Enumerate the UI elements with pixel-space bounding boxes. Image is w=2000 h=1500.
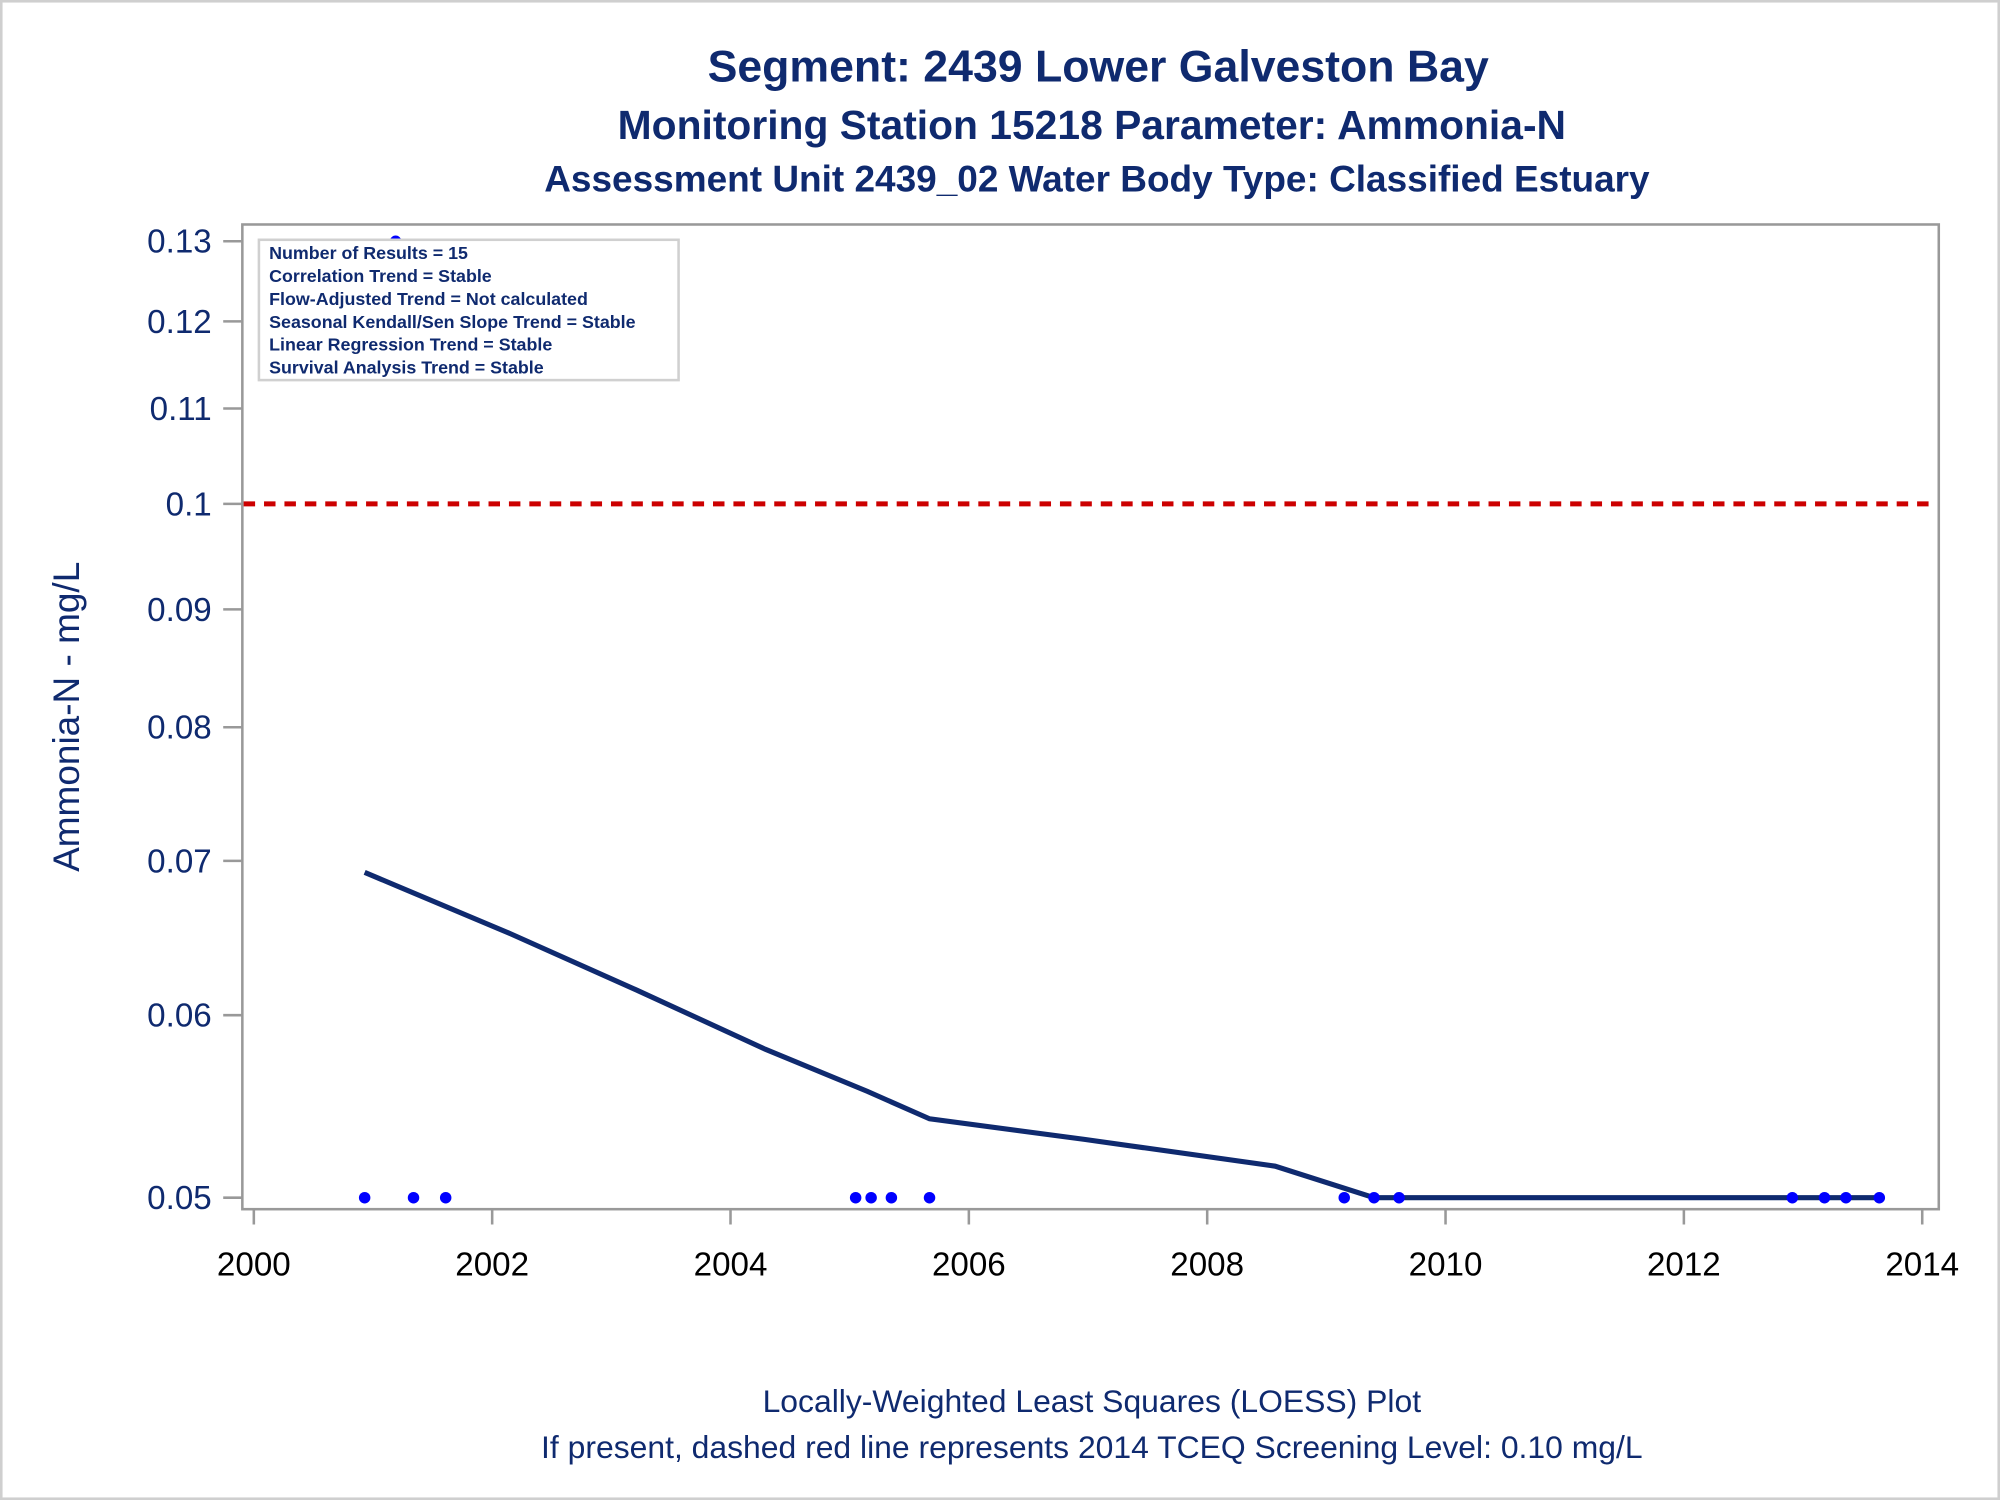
y-tick-label: 0.09 [147,592,212,629]
y-tick-label: 0.12 [147,304,212,341]
data-point [885,1191,898,1204]
data-point [849,1191,862,1204]
stats-line: Seasonal Kendall/Sen Slope Trend = Stabl… [269,312,635,332]
x-tick-label: 2002 [455,1247,529,1284]
x-tick-label: 2006 [932,1247,1006,1284]
x-tick-label: 2012 [1647,1247,1721,1284]
chart-subtitle-2: Assessment Unit 2439_02 Water Body Type:… [544,158,1650,199]
data-point [439,1191,452,1204]
footnote-1: Locally-Weighted Least Squares (LOESS) P… [763,1383,1422,1419]
data-point [1840,1191,1852,1204]
data-point [1338,1191,1350,1204]
y-tick-label: 0.07 [147,843,212,880]
stats-line: Number of Results = 15 [269,243,468,263]
y-tick-label: 0.1 [166,486,212,523]
data-point [1873,1191,1886,1204]
stats-line: Flow-Adjusted Trend = Not calculated [269,289,588,309]
y-tick-label: 0.06 [147,998,212,1035]
stats-line: Linear Regression Trend = Stable [269,335,552,355]
stats-box-frame [257,238,680,382]
data-point [923,1191,936,1204]
y-tick-label: 0.13 [147,224,212,261]
data-point [1786,1191,1799,1204]
data-point [865,1191,877,1204]
stats-line: Survival Analysis Trend = Stable [269,358,544,378]
data-point [1368,1191,1380,1204]
stats-box: Number of Results = 15 Correlation Trend … [257,238,680,382]
chart-title: Segment: 2439 Lower Galveston Bay [708,43,1489,92]
chart-subtitle-1: Monitoring Station 15218 Parameter: Ammo… [618,102,1566,148]
x-tick-label: 2014 [1885,1247,1959,1284]
y-tick-label: 0.08 [147,710,212,747]
y-axis-label: Ammonia-N - mg/L [46,562,87,872]
y-tick-label: 0.05 [147,1180,212,1217]
data-point [407,1191,420,1204]
footnote-2: If present, dashed red line represents 2… [541,1429,1643,1465]
y-tick-label: 0.11 [150,391,212,428]
loess-line [363,870,1880,1201]
x-tick-label: 2004 [694,1247,768,1284]
x-tick-label: 2008 [1170,1247,1244,1284]
data-point [1818,1191,1831,1204]
data-point [1393,1191,1405,1204]
data-point [358,1191,371,1204]
plot-frame [241,223,1941,1211]
stats-line: Correlation Trend = Stable [269,266,492,286]
x-tick-label: 2000 [217,1247,291,1284]
x-tick-label: 2010 [1409,1247,1483,1284]
